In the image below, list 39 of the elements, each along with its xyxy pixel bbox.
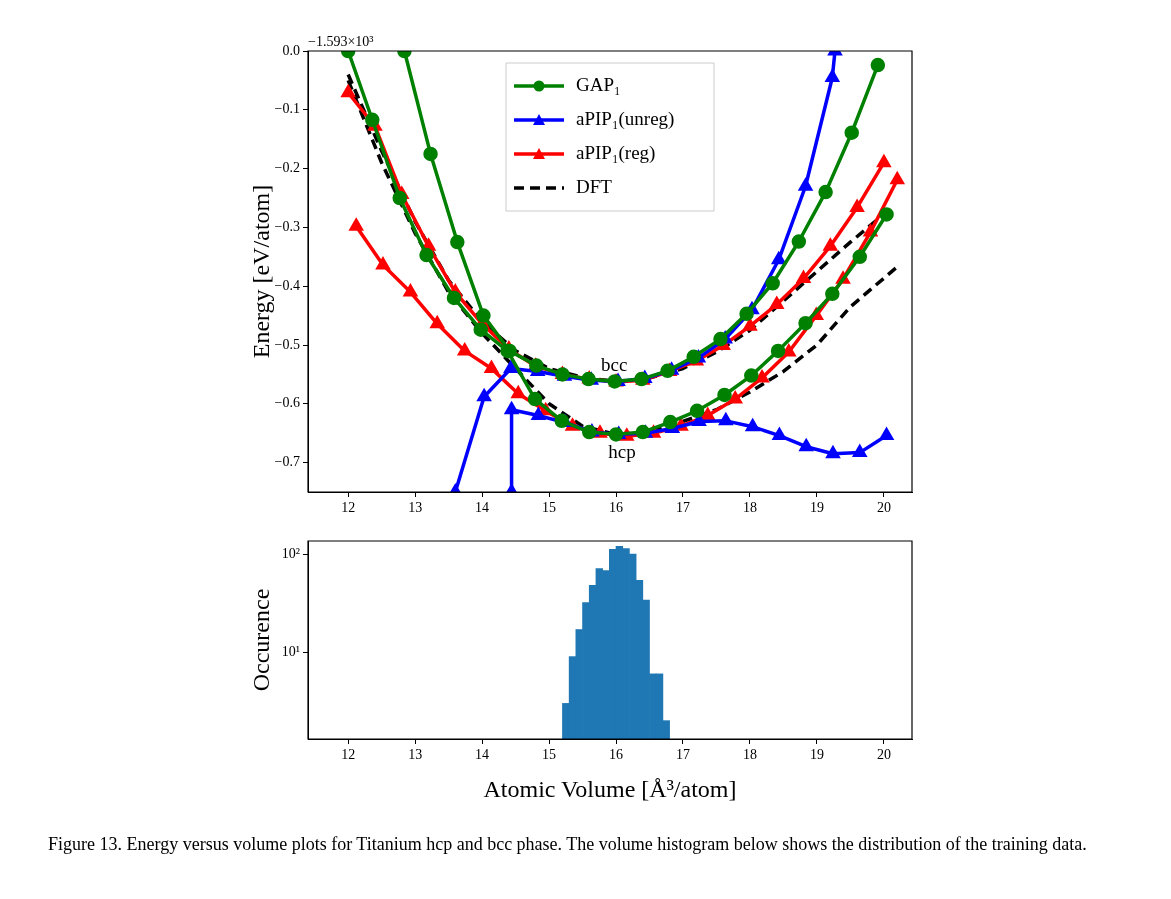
x-tick-label: 14 [475, 500, 490, 516]
y-axis-title: Energy [eV/atom] [247, 184, 274, 359]
legend-label: DFT [576, 175, 613, 197]
y-tick-label: 10¹ [281, 643, 300, 659]
annotation: hcp [608, 441, 636, 463]
y-tick-label: 10² [281, 545, 300, 561]
x-tick-label: 19 [809, 747, 824, 763]
x-tick-label: 14 [475, 747, 490, 763]
y-tick-label: −0.3 [274, 219, 300, 235]
y-tick-label: 0.0 [282, 42, 300, 58]
y-tick-label: −0.2 [274, 160, 300, 176]
x-tick-label: 16 [609, 747, 624, 763]
x-tick-label: 19 [809, 500, 824, 516]
y-tick-label: −0.4 [274, 277, 300, 293]
annotation: bcc [601, 353, 628, 375]
x-tick-label: 13 [408, 747, 423, 763]
x-tick-label: 20 [876, 500, 891, 516]
x-tick-label: 13 [408, 500, 423, 516]
legend-label: aPIP₁(unreg) [576, 107, 675, 130]
x-tick-label: 15 [542, 747, 557, 763]
x-tick-label: 15 [542, 500, 557, 516]
x-axis-title: Atomic Volume [Å³/atom] [483, 775, 737, 802]
x-tick-label: 17 [675, 500, 690, 516]
text: −1.593×10³ [308, 33, 374, 49]
x-tick-label: 18 [742, 500, 757, 516]
x-tick-label: 12 [341, 500, 356, 516]
legend-label: aPIP₁(reg) [576, 141, 656, 164]
x-tick-label: 12 [341, 747, 356, 763]
x-tick-label: 16 [609, 500, 624, 516]
y-tick-label: −0.5 [274, 336, 300, 352]
x-tick-label: 18 [742, 747, 757, 763]
caption: Figure 13. Energy versus volume plots for Titanium hcp and bcc phase. The volume histogram below shows the distribution of the training data. [48, 833, 1088, 856]
x-tick-label: 17 [675, 747, 690, 763]
x-tick-label: 20 [876, 747, 891, 763]
y-tick-label: −0.7 [274, 454, 300, 470]
y-tick-label: −0.6 [274, 395, 300, 411]
y-axis-title: Occurence [247, 588, 274, 692]
legend-label: GAP₁ [576, 73, 621, 95]
y-tick-label: −0.1 [274, 101, 300, 117]
